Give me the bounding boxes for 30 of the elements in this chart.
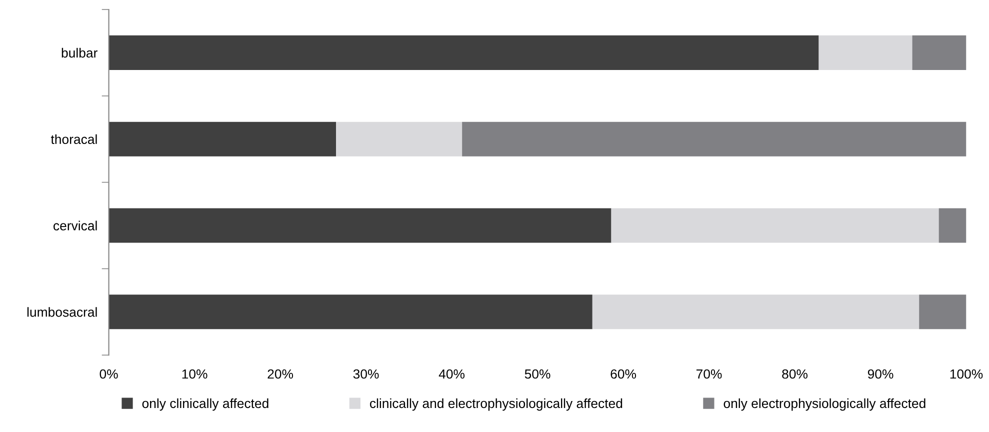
x-tick-label: 70% — [696, 369, 722, 379]
bar — [108, 122, 336, 156]
bar — [818, 35, 912, 70]
x-tick-label: 10% — [182, 369, 208, 379]
x-tick-label: 100% — [950, 369, 983, 379]
x-tick-label: 60% — [610, 369, 636, 379]
bar — [912, 35, 966, 70]
x-tick-label: 20% — [268, 369, 294, 379]
y-tick-label: thoracal — [50, 134, 97, 144]
y-tick-label: cervical — [54, 220, 97, 230]
legend-label: clinically and electrophysiologically affected — [370, 398, 622, 411]
bar — [938, 208, 966, 243]
legend-label: only clinically affected — [142, 398, 268, 411]
x-tick-label: 80% — [782, 369, 808, 379]
bar — [919, 294, 966, 330]
legend-label: only electrophysiologically affected — [724, 398, 926, 411]
bar — [108, 35, 819, 70]
bar — [336, 122, 462, 156]
bar — [108, 208, 612, 243]
y-tick-label: bulbar — [62, 48, 98, 58]
bar — [592, 294, 920, 330]
x-tick-label: 30% — [353, 369, 379, 379]
x-tick-label: 40% — [438, 369, 465, 379]
x-tick-label: 50% — [524, 369, 550, 379]
bar — [462, 122, 966, 156]
x-tick-label: 90% — [868, 369, 894, 379]
y-tick-label: lumbosacral — [27, 307, 97, 317]
x-tick-label: 0% — [100, 369, 118, 379]
bar — [108, 294, 592, 330]
bar — [611, 208, 939, 243]
